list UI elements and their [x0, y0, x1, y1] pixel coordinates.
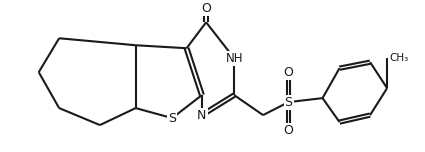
Text: S: S — [285, 96, 292, 109]
Text: CH₃: CH₃ — [389, 53, 408, 63]
Text: O: O — [283, 124, 294, 136]
Text: O: O — [201, 2, 211, 15]
Text: N: N — [197, 109, 207, 122]
Text: O: O — [283, 66, 294, 79]
Text: S: S — [168, 112, 176, 125]
Text: NH: NH — [225, 52, 243, 65]
